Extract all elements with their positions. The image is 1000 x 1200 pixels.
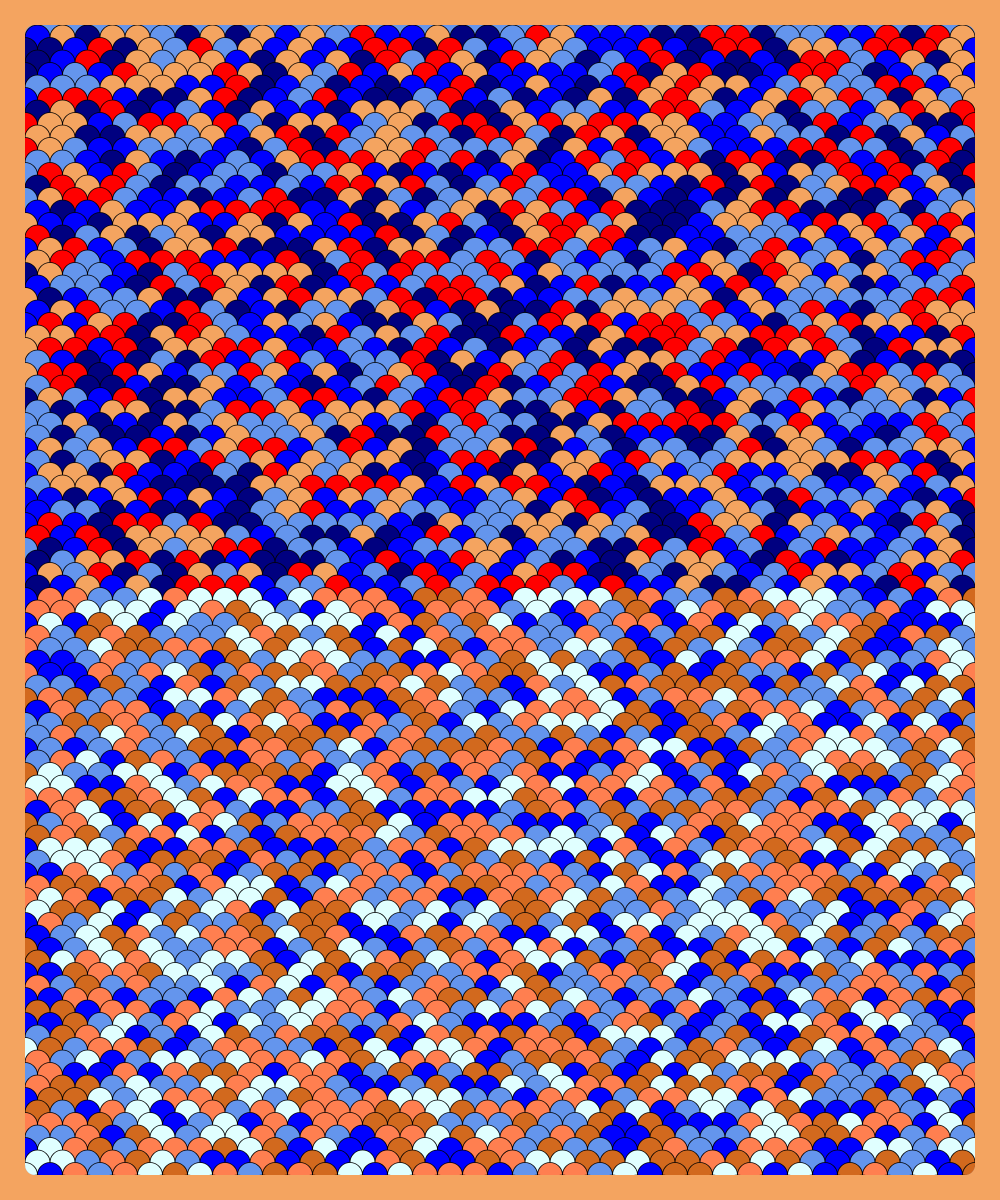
fish-scale-artwork <box>25 25 975 1175</box>
scale-pattern <box>25 25 975 1175</box>
